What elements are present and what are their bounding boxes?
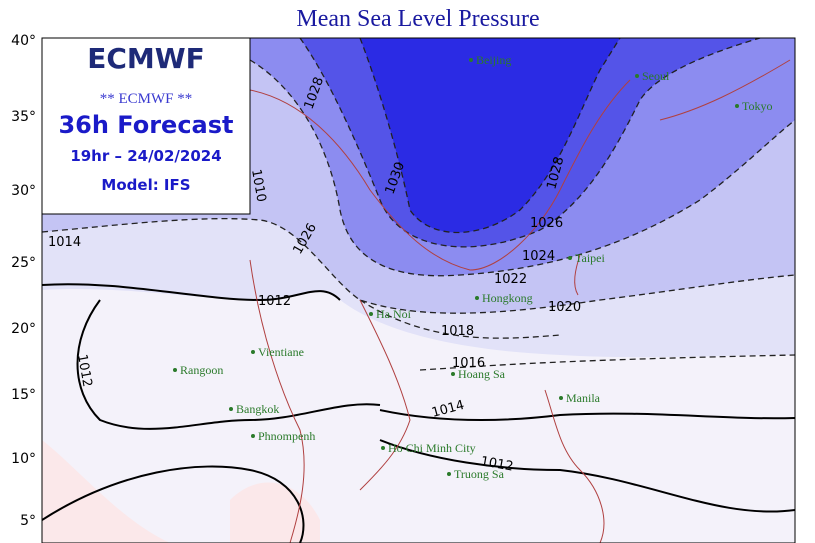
city-dot bbox=[173, 368, 177, 372]
info-line: ** ECMWF ** bbox=[100, 91, 193, 107]
latitude-label: 40° bbox=[11, 33, 36, 49]
city-label: Hongkong bbox=[482, 291, 533, 305]
city-dot bbox=[735, 104, 739, 108]
city-dot bbox=[469, 58, 473, 62]
city-dot bbox=[475, 296, 479, 300]
contour-label: 1024 bbox=[522, 249, 555, 264]
city-dot bbox=[559, 396, 563, 400]
city-dot bbox=[369, 312, 373, 316]
city-label: Tokyo bbox=[742, 99, 773, 113]
city-dot bbox=[568, 256, 572, 260]
contour-label: 1026 bbox=[530, 216, 563, 231]
latitude-label: 35° bbox=[11, 109, 36, 125]
latitude-label: 10° bbox=[11, 451, 36, 467]
contour-label: 1020 bbox=[548, 300, 581, 315]
city-label: Taipei bbox=[575, 251, 605, 265]
contour-label: 1010 bbox=[248, 168, 269, 203]
latitude-label: 30° bbox=[11, 183, 36, 199]
city-label: Seoul bbox=[642, 69, 670, 83]
city-dot bbox=[251, 350, 255, 354]
contour-label: 1022 bbox=[494, 272, 527, 287]
info-line: 19hr – 24/02/2024 bbox=[70, 147, 221, 165]
logo: ECMWF bbox=[87, 42, 205, 75]
info-box: ECMWF ** ECMWF ** 36h Forecast 19hr – 24… bbox=[41, 37, 251, 215]
latitude-label: 25° bbox=[11, 255, 36, 271]
contour-label: 1012 bbox=[479, 454, 514, 475]
city-label: Manila bbox=[566, 391, 601, 405]
city-dot bbox=[635, 74, 639, 78]
info-line: Model: IFS bbox=[101, 176, 190, 194]
city-label: Truong Sa bbox=[454, 467, 505, 481]
contour-label: 1018 bbox=[441, 324, 474, 339]
latitude-label: 5° bbox=[20, 513, 36, 529]
city-label: Bangkok bbox=[236, 402, 279, 416]
city-label: Phnompenh bbox=[258, 429, 315, 443]
title: Mean Sea Level Pressure bbox=[296, 6, 539, 32]
city-label: Rangoon bbox=[180, 363, 223, 377]
city-dot bbox=[251, 434, 255, 438]
contour-label: 1016 bbox=[452, 356, 485, 371]
city-dot bbox=[381, 446, 385, 450]
contour-label: 1012 bbox=[74, 353, 95, 388]
city-dot bbox=[447, 472, 451, 476]
city-label: Ho Chi Minh City bbox=[388, 441, 476, 455]
latitude-label: 20° bbox=[11, 321, 36, 337]
info-line: 36h Forecast bbox=[58, 111, 233, 139]
city-label: Beijing bbox=[476, 53, 511, 67]
city-dot bbox=[229, 407, 233, 411]
city-label: Ha Noi bbox=[376, 307, 412, 321]
city-label: Vientiane bbox=[258, 345, 304, 359]
contour-label: 1014 bbox=[48, 235, 81, 250]
city-label: Hoang Sa bbox=[458, 367, 506, 381]
latitude-label: 15° bbox=[11, 387, 36, 403]
contour-label: 1012 bbox=[258, 294, 291, 309]
city-dot bbox=[451, 372, 455, 376]
